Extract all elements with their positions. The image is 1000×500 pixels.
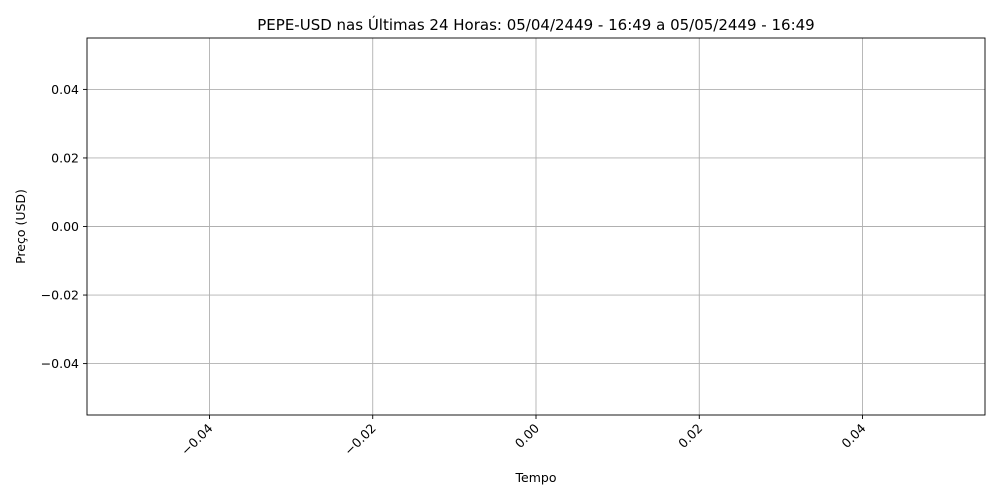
x-tick-label: 0.02 [675,421,705,451]
x-axis-label: Tempo [515,470,557,485]
x-tick-label: −0.04 [178,420,216,458]
grid [87,38,985,415]
y-tick-label: −0.02 [41,288,79,303]
y-tick-label: 0.00 [51,219,79,234]
x-axis: −0.04 −0.02 0.00 0.02 0.04 [178,415,869,458]
x-tick-label: 0.00 [512,420,542,450]
x-tick-label: −0.02 [341,421,379,459]
y-tick-label: −0.04 [41,356,79,371]
x-tick-label: 0.04 [838,420,868,450]
chart-title: PEPE-USD nas Últimas 24 Horas: 05/04/244… [257,15,814,34]
y-axis: −0.04 −0.02 0.00 0.02 0.04 [41,82,87,371]
y-tick-label: 0.04 [51,82,79,97]
y-tick-label: 0.02 [51,150,79,165]
y-axis-label: Preço (USD) [13,189,28,264]
